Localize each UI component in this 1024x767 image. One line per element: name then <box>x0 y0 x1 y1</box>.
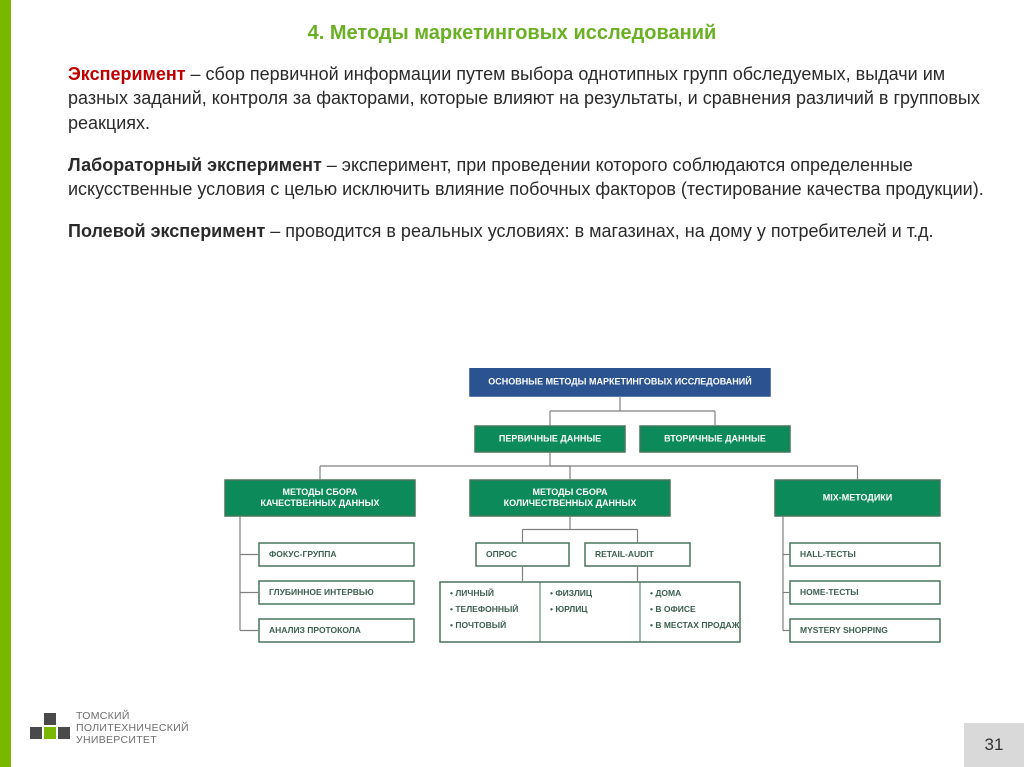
slide-title: 4. Методы маркетинговых исследований <box>0 22 1024 45</box>
page-number-text: 31 <box>985 735 1004 755</box>
main-text: Эксперимент – сбор первичной информации … <box>68 62 994 262</box>
methods-diagram: ОСНОВНЫЕ МЕТОДЫ МАРКЕТИНГОВЫХ ИССЛЕДОВАН… <box>215 368 1005 698</box>
svg-text:ОСНОВНЫЕ МЕТОДЫ МАРКЕТИНГОВЫХ: ОСНОВНЫЕ МЕТОДЫ МАРКЕТИНГОВЫХ ИССЛЕДОВАН… <box>488 375 751 386</box>
svg-text:RETAIL-AUDIT: RETAIL-AUDIT <box>595 549 655 559</box>
svg-text:МЕТОДЫ СБОРА: МЕТОДЫ СБОРА <box>532 487 608 497</box>
term-experiment: Эксперимент <box>68 64 186 84</box>
term-lab: Лабораторный эксперимент <box>68 155 322 175</box>
svg-text:АНАЛИЗ ПРОТОКОЛА: АНАЛИЗ ПРОТОКОЛА <box>269 625 361 635</box>
svg-text:ГЛУБИННОЕ ИНТЕРВЬЮ: ГЛУБИННОЕ ИНТЕРВЬЮ <box>269 587 374 597</box>
svg-text:HALL-ТЕСТЫ: HALL-ТЕСТЫ <box>800 549 856 559</box>
svg-text:HOME-ТЕСТЫ: HOME-ТЕСТЫ <box>800 587 859 597</box>
page-number: 31 <box>964 723 1024 767</box>
svg-text:КОЛИЧЕСТВЕННЫХ ДАННЫХ: КОЛИЧЕСТВЕННЫХ ДАННЫХ <box>504 498 637 508</box>
svg-text:• ЛИЧНЫЙ: • ЛИЧНЫЙ <box>450 587 494 598</box>
svg-text:• ТЕЛЕФОННЫЙ: • ТЕЛЕФОННЫЙ <box>450 603 518 614</box>
svg-text:ПЕРВИЧНЫЕ ДАННЫЕ: ПЕРВИЧНЫЕ ДАННЫЕ <box>499 433 601 443</box>
svg-text:ОПРОС: ОПРОС <box>486 549 517 559</box>
p3-tail: – проводится в реальных условиях: в мага… <box>265 221 933 241</box>
svg-text:MIX-МЕТОДИКИ: MIX-МЕТОДИКИ <box>823 492 893 502</box>
svg-text:ФОКУС-ГРУППА: ФОКУС-ГРУППА <box>269 549 337 559</box>
svg-text:• В ОФИСЕ: • В ОФИСЕ <box>650 604 696 614</box>
term-field: Полевой эксперимент <box>68 221 265 241</box>
footer-logo: ТОМСКИЙПОЛИТЕХНИЧЕСКИЙУНИВЕРСИТЕТ <box>30 707 240 749</box>
svg-text:• ДОМА: • ДОМА <box>650 588 681 598</box>
svg-text:• ЮРЛИЦ: • ЮРЛИЦ <box>550 604 588 614</box>
svg-text:ТОМСКИЙ: ТОМСКИЙ <box>76 709 130 722</box>
svg-text:ВТОРИЧНЫЕ ДАННЫЕ: ВТОРИЧНЫЕ ДАННЫЕ <box>664 433 766 443</box>
svg-text:МЕТОДЫ СБОРА: МЕТОДЫ СБОРА <box>282 487 358 497</box>
svg-text:MYSTERY SHOPPING: MYSTERY SHOPPING <box>800 625 888 635</box>
p1-tail: – сбор первичной информации путем выбора… <box>68 64 980 133</box>
svg-text:• ПОЧТОВЫЙ: • ПОЧТОВЫЙ <box>450 619 506 630</box>
svg-text:КАЧЕСТВЕННЫХ ДАННЫХ: КАЧЕСТВЕННЫХ ДАННЫХ <box>261 498 380 508</box>
para-lab: Лабораторный эксперимент – эксперимент, … <box>68 153 994 202</box>
left-accent-bar <box>0 0 11 767</box>
para-experiment: Эксперимент – сбор первичной информации … <box>68 62 994 135</box>
svg-text:ПОЛИТЕХНИЧЕСКИЙ: ПОЛИТЕХНИЧЕСКИЙ <box>76 721 189 734</box>
svg-text:• ФИЗЛИЦ: • ФИЗЛИЦ <box>550 588 593 598</box>
svg-text:УНИВЕРСИТЕТ: УНИВЕРСИТЕТ <box>76 734 157 746</box>
svg-text:• В МЕСТАХ ПРОДАЖ: • В МЕСТАХ ПРОДАЖ <box>650 620 740 630</box>
logo-svg: ТОМСКИЙПОЛИТЕХНИЧЕСКИЙУНИВЕРСИТЕТ <box>30 707 240 749</box>
para-field: Полевой эксперимент – проводится в реаль… <box>68 219 994 243</box>
diagram-svg: ОСНОВНЫЕ МЕТОДЫ МАРКЕТИНГОВЫХ ИССЛЕДОВАН… <box>215 368 1005 698</box>
title-text: 4. Методы маркетинговых исследований <box>308 22 717 44</box>
